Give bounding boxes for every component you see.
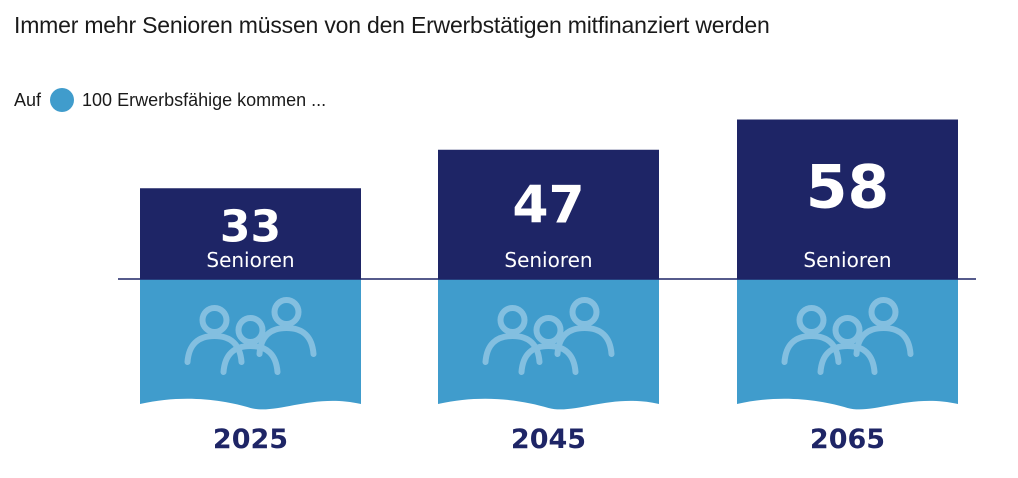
unit-label-2065: Senioren — [803, 248, 891, 272]
legend-prefix: Auf — [14, 89, 42, 110]
person-icon-body-0-2 — [220, 342, 281, 375]
legend-suffix: 100 Erwerbsfähige kommen ... — [82, 89, 327, 110]
year-label-2045: 2045 — [511, 424, 586, 455]
senior-bar-2025 — [140, 188, 361, 279]
year-label-2025: 2025 — [213, 424, 288, 455]
person-icon-head-0-1 — [271, 297, 302, 327]
legend: Auf 100 Erwerbsfähige kommen ... — [14, 88, 326, 112]
person-icon-head-2-1 — [868, 297, 899, 327]
bar-group-2065: 58 Senioren 2065 — [737, 119, 958, 455]
bar-group-2045: 47 Senioren 2045 — [438, 149, 659, 455]
value-label-2065: 58 — [806, 152, 890, 222]
chart-title: Immer mehr Senioren müssen von den Erwer… — [14, 12, 770, 38]
person-icon-head-1-1 — [569, 297, 600, 327]
legend-dot-icon — [50, 88, 75, 112]
senior-bar-2065 — [737, 119, 958, 279]
person-icon-head-1-2 — [533, 315, 564, 345]
person-icon-head-0-0 — [199, 305, 230, 335]
value-label-2025: 33 — [220, 202, 281, 253]
person-icon-head-2-0 — [796, 305, 827, 335]
person-icon-body-1-2 — [518, 342, 579, 375]
senior-bar-2045 — [438, 149, 659, 279]
person-icon-body-0-1 — [256, 324, 317, 357]
person-icon-head-2-2 — [832, 315, 863, 345]
person-icon-body-1-1 — [554, 324, 615, 357]
person-icon-head-1-0 — [497, 305, 528, 335]
unit-label-2045: Senioren — [504, 248, 592, 272]
value-label-2045: 47 — [512, 175, 584, 235]
person-icon-head-0-2 — [235, 315, 266, 345]
person-icon-body-2-2 — [817, 342, 878, 375]
person-icon-body-2-1 — [853, 324, 914, 357]
unit-label-2025: Senioren — [206, 248, 294, 272]
year-label-2065: 2065 — [810, 424, 885, 455]
